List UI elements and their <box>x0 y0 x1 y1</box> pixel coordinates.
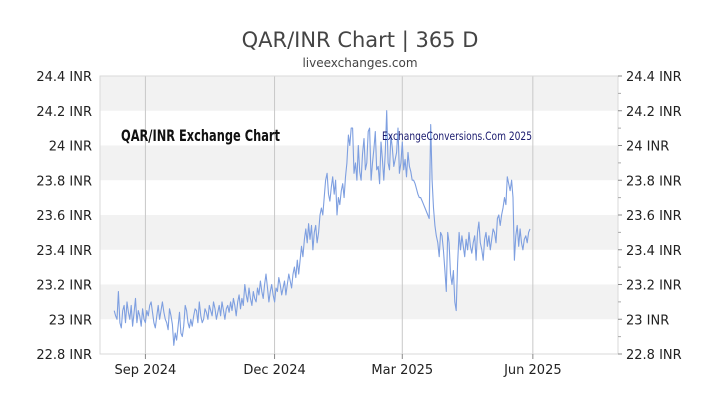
grid-band <box>100 284 618 320</box>
grid-band <box>100 319 618 354</box>
y-tick-label-left: 24.4 INR <box>36 70 92 85</box>
x-axis: Sep 2024 Dec 2024 Mar 2025 Jun 2025 <box>115 354 562 378</box>
watermark-text: ExchangeConversions.Com 2025 <box>382 129 532 143</box>
y-axis-left: 22.8 INR 23 INR 23.2 INR 23.4 INR 23.6 INR 23… <box>36 70 92 363</box>
chart-subtitle: liveexchanges.com <box>302 56 417 70</box>
y-tick-label-right: 23.2 INR <box>626 279 682 294</box>
inner-chart-title: QAR/INR Exchange Chart <box>121 126 280 145</box>
y-tick-label-left: 24.2 INR <box>36 105 92 120</box>
y-tick-label-right: 24 INR <box>626 140 669 155</box>
grid-band <box>100 249 618 285</box>
y-tick-label-left: 22.8 INR <box>36 348 92 363</box>
y-tick-label-left: 23.4 INR <box>36 244 92 259</box>
grid-band <box>100 110 618 146</box>
grid-band <box>100 215 618 250</box>
y-axis-right: 22.8 INR 23 INR 23.2 INR 23.4 INR 23.6 INR 23… <box>618 70 682 363</box>
y-tick-label-right: 24.4 INR <box>626 70 682 85</box>
y-tick-label-right: 23.8 INR <box>626 174 682 189</box>
x-tick-label: Dec 2024 <box>243 363 305 378</box>
y-tick-label-right: 23.4 INR <box>626 244 682 259</box>
y-tick-label-left: 23 INR <box>49 313 92 328</box>
y-tick-label-left: 23.8 INR <box>36 174 92 189</box>
plot-background-bands <box>100 76 618 354</box>
y-tick-label-right: 23.6 INR <box>626 209 682 224</box>
y-tick-label-left: 24 INR <box>49 140 92 155</box>
y-tick-label-right: 22.8 INR <box>626 348 682 363</box>
x-tick-label: Jun 2025 <box>503 363 562 378</box>
grid-band <box>100 76 618 111</box>
x-tick-label: Mar 2025 <box>371 363 433 378</box>
y-tick-label-right: 23 INR <box>626 313 669 328</box>
y-tick-label-left: 23.6 INR <box>36 209 92 224</box>
y-tick-label-right: 24.2 INR <box>626 105 682 120</box>
y-tick-label-left: 23.2 INR <box>36 279 92 294</box>
vertical-gridlines <box>144 76 534 354</box>
series-lines <box>113 110 531 346</box>
series-line-qar-inr <box>113 110 531 346</box>
chart-title: QAR/INR Chart | 365 D <box>242 28 479 53</box>
x-tick-label: Sep 2024 <box>115 363 177 378</box>
grid-band <box>100 180 618 215</box>
